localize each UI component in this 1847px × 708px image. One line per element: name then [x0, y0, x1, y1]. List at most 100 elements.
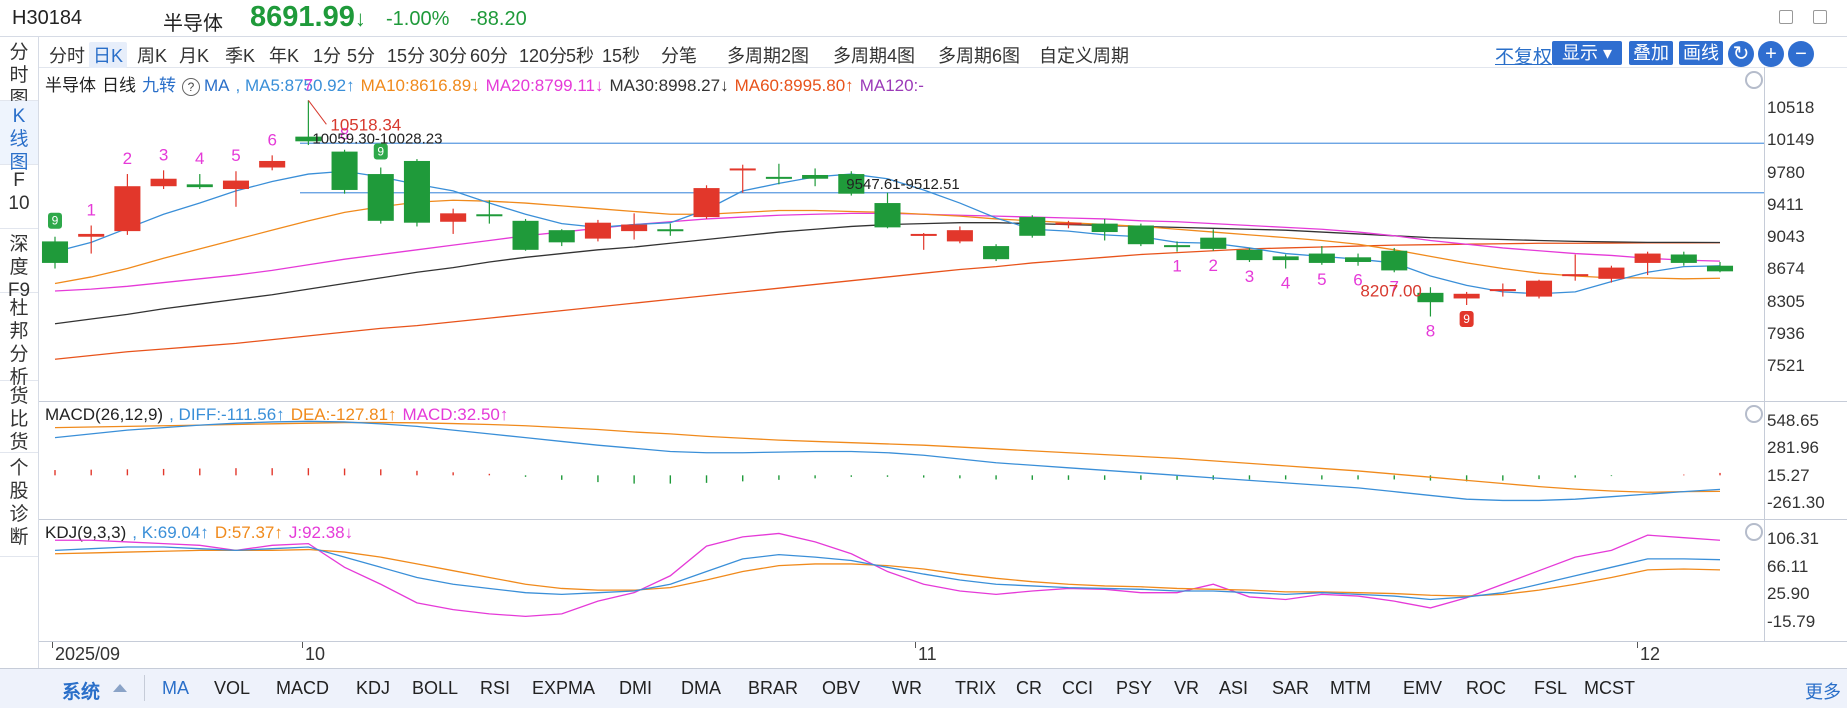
nine-turn-label: 2 — [1209, 256, 1218, 275]
period-tab[interactable]: 分笔 — [661, 46, 697, 66]
indicator-tab[interactable]: MCST — [1584, 678, 1635, 698]
period-tab[interactable]: 月K — [179, 46, 210, 66]
period-tab[interactable]: 30分 — [429, 46, 468, 66]
nine-turn-label: 7 — [1390, 277, 1399, 296]
period-tab[interactable]: 1分 — [313, 46, 342, 66]
candle-body — [910, 233, 937, 236]
indicator-tab[interactable]: EMV — [1403, 678, 1443, 698]
nine-turn-badge — [48, 212, 62, 229]
legend-item: MACD:32.50↑ — [402, 405, 509, 424]
zoom-out-icon[interactable]: − — [1788, 41, 1814, 67]
main-settings-gear-icon[interactable] — [1745, 71, 1763, 89]
period-tab[interactable]: 多周期6图 — [938, 46, 1021, 66]
indicator-tab[interactable]: ROC — [1466, 678, 1506, 698]
left-nav-item[interactable]: 个股诊断 — [0, 453, 38, 557]
left-nav-item[interactable]: 杜邦分析 — [0, 293, 38, 388]
macd-settings-gear-icon[interactable] — [1745, 405, 1763, 423]
candle-body — [476, 214, 503, 217]
chevron-up-icon[interactable] — [113, 684, 127, 692]
indicator-tab[interactable]: RSI — [480, 678, 511, 698]
zoom-in-icon[interactable]: + — [1758, 41, 1784, 67]
period-tab[interactable]: 多周期2图 — [727, 46, 810, 66]
refresh-icon[interactable]: ↻ — [1728, 41, 1754, 67]
left-nav-item[interactable]: 货比货 — [0, 381, 38, 453]
period-tab[interactable]: 5秒 — [566, 46, 595, 66]
indicator-tab[interactable]: OBV — [822, 678, 861, 698]
period-tab[interactable]: 日K — [89, 42, 128, 68]
candle-body — [874, 203, 901, 228]
period-tab[interactable]: 15秒 — [602, 46, 641, 66]
window-maximize-icon[interactable] — [1813, 10, 1827, 24]
help-icon[interactable]: ? — [182, 78, 200, 96]
indicator-tab[interactable]: CR — [1016, 678, 1042, 698]
draw-line-button[interactable]: 画线 — [1679, 41, 1723, 65]
left-nav: 分时图 K 线图 F 10 深度 F9 杜邦分析货比货个股诊断 — [0, 37, 39, 670]
panel-divider[interactable] — [39, 401, 1847, 402]
nine-turn-badge — [373, 143, 388, 160]
indicator-tab[interactable]: BOLL — [412, 678, 459, 698]
indicator-tab[interactable]: VOL — [214, 678, 251, 698]
indicator-tab[interactable]: EXPMA — [532, 678, 596, 698]
period-tab[interactable]: 60分 — [470, 46, 509, 66]
indicator-tab[interactable]: KDJ — [356, 678, 391, 698]
candle-body — [78, 233, 105, 237]
indicator-tab[interactable]: DMA — [681, 678, 721, 698]
indicator-tab[interactable]: CCI — [1062, 678, 1093, 698]
legend-item: DEA:-127.81↑ — [290, 405, 397, 424]
indicator-tab[interactable]: PSY — [1116, 678, 1153, 698]
kdj-settings-gear-icon[interactable] — [1745, 523, 1763, 541]
candle-body — [548, 230, 575, 243]
candle-body — [802, 174, 829, 179]
left-nav-item[interactable]: F 10 — [0, 165, 38, 229]
legend-item: KDJ(9,3,3) — [45, 523, 127, 542]
nine-turn-label: 8 — [1426, 322, 1435, 341]
window-restore-icon[interactable] — [1779, 10, 1793, 24]
candle-body — [584, 222, 611, 239]
legend-item: MA10:8616.89↓ — [360, 76, 480, 95]
indicator-tab[interactable]: ASI — [1219, 678, 1249, 698]
indicator-tab[interactable]: BRAR — [748, 678, 799, 698]
indicator-tab[interactable]: DMI — [619, 678, 652, 698]
indicator-tab[interactable]: TRIX — [955, 678, 997, 698]
period-tab[interactable]: 周K — [137, 46, 168, 66]
price-annotation: 10518.34 — [330, 115, 401, 134]
overlay-button[interactable]: 叠加 — [1629, 41, 1673, 65]
adjust-mode-dropdown[interactable]: 不复权 — [1495, 47, 1553, 68]
indicator-tab[interactable]: VR — [1174, 678, 1200, 698]
period-tab[interactable]: 分时 — [49, 46, 85, 66]
nine-turn-label: 3 — [1245, 267, 1254, 286]
more-indicators-link[interactable]: 更多 — [1805, 682, 1841, 702]
period-tab[interactable]: 120分 — [519, 46, 568, 66]
indicator-tab[interactable]: MA — [162, 678, 189, 698]
legend-item: MA20:8799.11↓ — [485, 76, 604, 95]
display-button[interactable]: 显示 ▾ — [1552, 41, 1622, 65]
indicator-tab[interactable]: WR — [892, 678, 922, 698]
panel-divider[interactable] — [39, 519, 1847, 520]
nine-turn-label: 8 — [340, 125, 349, 144]
left-nav-item[interactable]: 深度 F9 — [0, 229, 38, 301]
indicator-tab[interactable]: MACD — [276, 678, 329, 698]
indicator-tab[interactable]: SAR — [1272, 678, 1310, 698]
axis-tick-label: 281.96 — [1767, 438, 1819, 458]
indicator-tab[interactable]: MTM — [1330, 678, 1371, 698]
axis-tick-label: 10149 — [1767, 130, 1815, 150]
date-tick — [1637, 642, 1638, 648]
nine-turn-label: 2 — [123, 149, 132, 168]
legend-item: , DIFF:-111.56↑ — [169, 405, 285, 424]
candle-body — [1200, 237, 1227, 249]
left-nav-item[interactable]: 分时图 — [0, 37, 38, 109]
period-tab[interactable]: 季K — [225, 46, 256, 66]
system-indicators-tab[interactable]: 系统 — [62, 682, 101, 703]
period-tab[interactable]: 年K — [269, 46, 300, 66]
legend-item: 半导体 — [45, 76, 96, 95]
period-tab[interactable]: 5分 — [347, 46, 376, 66]
period-tab[interactable]: 多周期4图 — [833, 46, 916, 66]
period-tab[interactable]: 自定义周期 — [1039, 46, 1129, 66]
candle-body — [222, 180, 250, 190]
indicator-tab[interactable]: FSL — [1534, 678, 1568, 698]
period-tab[interactable]: 15分 — [387, 46, 426, 66]
legend-item: MACD(26,12,9) — [45, 405, 164, 424]
candle-body — [114, 186, 141, 232]
